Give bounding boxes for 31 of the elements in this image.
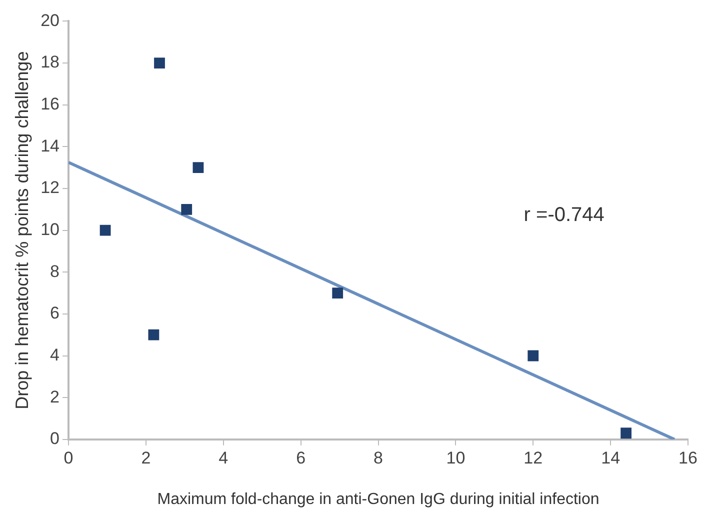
y-tick-label: 4	[50, 345, 60, 364]
x-tick-label: 12	[524, 448, 543, 468]
point	[332, 288, 344, 298]
y-tick-label: 16	[40, 94, 60, 114]
x-tick-label: 14	[601, 448, 620, 468]
point	[100, 224, 111, 236]
y-tick-label: 6	[50, 304, 60, 323]
x-tick-label: 16	[678, 448, 698, 468]
point	[148, 329, 160, 340]
x-tick-label: 2	[141, 448, 151, 468]
y-tick-label: 12	[40, 178, 60, 198]
y-tick-label: 0	[50, 429, 60, 448]
x-tick-label: 0	[64, 448, 74, 468]
x-axis-title: Maximum fold-change in anti-Gonen IgG during initial infection	[157, 490, 600, 508]
y-tick-label: 8	[50, 262, 60, 281]
y-tick-label: 10	[40, 220, 60, 239]
x-tick-label: 4	[218, 448, 228, 468]
point	[154, 58, 165, 68]
y-tick-label: 14	[40, 136, 60, 156]
y-axis-title: Drop in hematocrit % points during challenge	[12, 51, 32, 410]
annotation: r =-0.744	[524, 204, 604, 226]
x-tick-label: 8	[374, 448, 383, 468]
point	[181, 204, 192, 215]
x-tick-label: 6	[296, 448, 306, 468]
point	[620, 428, 632, 439]
y-tick-label: 18	[40, 52, 60, 72]
y-tick-label: 2	[50, 387, 60, 406]
x-tick-label: 10	[446, 448, 466, 468]
point	[192, 162, 204, 174]
point	[528, 350, 539, 362]
y-tick-label: 20	[40, 10, 60, 30]
